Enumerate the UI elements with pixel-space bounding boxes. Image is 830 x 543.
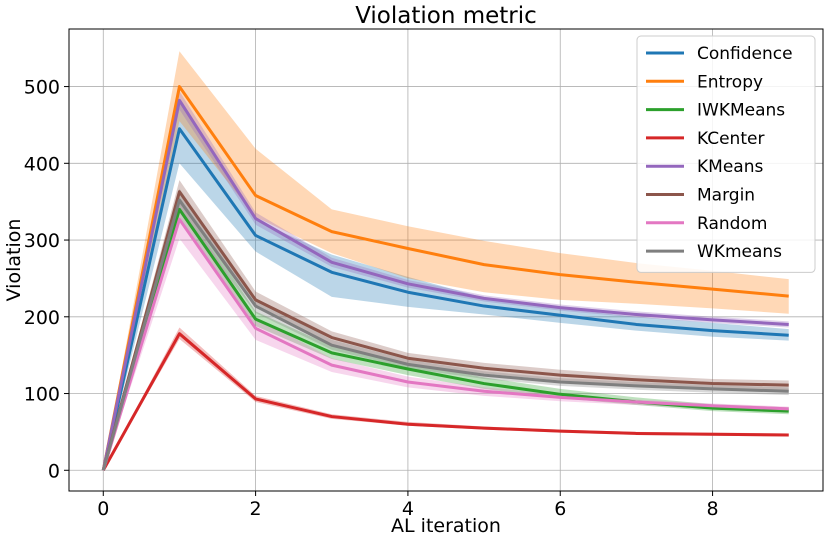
legend-label: IWKMeans — [697, 101, 785, 121]
line-kcenter — [101, 332, 789, 472]
line-entropy — [101, 85, 789, 471]
line-kmeans — [101, 98, 789, 471]
axis-ticks: 0 2 4 6 8 0 100 200 300 400 500 — [24, 77, 719, 520]
x-axis-label: AL iteration — [391, 515, 501, 537]
y-tick-label: 0 — [48, 460, 60, 482]
y-tick-label: 200 — [24, 307, 60, 329]
x-tick-label: 8 — [707, 498, 719, 520]
y-tick-label: 500 — [24, 77, 60, 99]
line-margin — [101, 190, 789, 471]
line-confidence — [101, 127, 789, 471]
y-tick-label: 300 — [24, 230, 60, 252]
legend-label: WKmeans — [697, 242, 782, 262]
x-tick-label: 4 — [402, 498, 414, 520]
line-random — [101, 217, 789, 471]
band-kcenter — [103, 327, 789, 471]
band-random — [103, 200, 789, 471]
x-tick-label: 0 — [97, 498, 109, 520]
band-entropy — [103, 51, 789, 471]
legend-label: Margin — [697, 186, 755, 206]
plot-frame — [68, 28, 824, 492]
legend-label: Random — [697, 214, 767, 234]
legend-label: Entropy — [697, 72, 763, 92]
x-tick-label: 6 — [554, 498, 566, 520]
series-lines — [101, 85, 789, 472]
legend-label: Confidence — [697, 44, 793, 64]
y-tick-label: 100 — [24, 384, 60, 406]
legend-label: KMeans — [697, 157, 763, 177]
y-axis-label: Violation — [3, 219, 25, 302]
line-wkmeans — [101, 198, 789, 471]
y-tick-label: 400 — [24, 153, 60, 175]
legend-label: KCenter — [697, 129, 764, 149]
chart-title: Violation metric — [355, 3, 537, 29]
legend-box — [636, 35, 816, 273]
legend: Confidence Entropy IWKMeans KCenter KMeans Ma… — [636, 35, 816, 273]
x-tick-label: 2 — [250, 498, 262, 520]
band-margin — [103, 180, 789, 471]
